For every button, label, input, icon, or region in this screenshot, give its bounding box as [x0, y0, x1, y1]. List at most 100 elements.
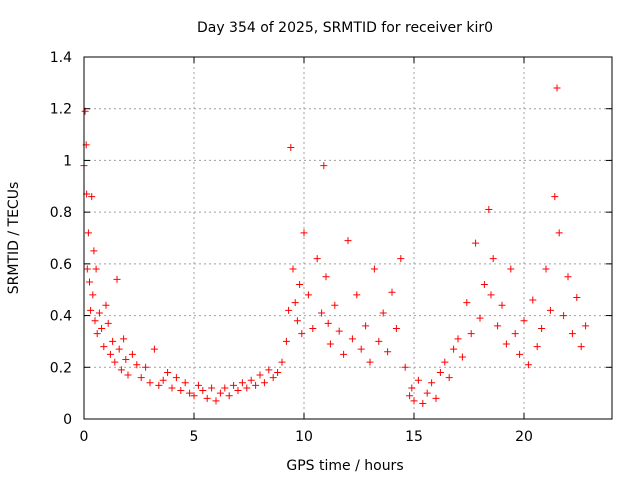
y-axis-label: SRMTID / TECUs	[6, 182, 22, 295]
data-point	[529, 296, 537, 304]
data-point	[238, 379, 246, 387]
data-point	[313, 255, 321, 263]
data-point	[137, 374, 145, 382]
data-point	[269, 374, 277, 382]
data-point	[406, 392, 414, 400]
data-point	[353, 291, 361, 299]
y-tick-label: 1	[63, 153, 72, 169]
data-point	[234, 387, 242, 395]
data-point	[573, 293, 581, 301]
data-point	[98, 325, 106, 332]
data-point	[260, 379, 268, 387]
data-point	[291, 299, 299, 307]
data-point	[494, 322, 502, 330]
data-point	[111, 358, 119, 366]
data-point	[186, 389, 194, 397]
data-point	[331, 301, 339, 309]
data-point	[296, 281, 304, 289]
data-point	[489, 255, 497, 263]
data-point	[199, 387, 207, 395]
data-point	[441, 358, 449, 366]
y-tick-label: 1.2	[50, 102, 72, 118]
data-point	[164, 368, 172, 376]
data-point	[555, 229, 563, 237]
plot-frame	[83, 56, 613, 420]
data-point	[120, 335, 128, 343]
data-point	[487, 291, 495, 299]
data-point	[362, 322, 370, 330]
x-tick-label: 20	[515, 429, 533, 445]
data-point	[524, 361, 532, 369]
data-point	[309, 325, 317, 332]
data-point	[320, 162, 328, 170]
y-tick-label: 0	[63, 412, 72, 428]
data-point	[181, 379, 189, 387]
x-axis-label: GPS time / hours	[286, 458, 403, 474]
data-point	[282, 337, 290, 345]
data-point	[326, 340, 334, 348]
data-point	[265, 366, 273, 374]
data-points	[80, 84, 590, 407]
data-point	[89, 291, 97, 299]
data-point	[502, 340, 510, 348]
data-point	[203, 394, 211, 402]
data-point	[208, 384, 216, 392]
data-point	[216, 389, 224, 397]
data-point	[117, 366, 125, 374]
data-point	[414, 376, 422, 384]
data-point	[408, 384, 416, 392]
data-point	[560, 312, 568, 320]
data-point	[177, 387, 185, 395]
data-point	[84, 229, 92, 237]
data-point	[90, 247, 98, 255]
y-tick-label: 1.4	[50, 50, 72, 66]
data-point	[104, 319, 112, 327]
y-tick-label: 0.4	[50, 309, 72, 325]
data-point	[472, 239, 480, 247]
data-point	[146, 379, 154, 387]
data-point	[285, 306, 293, 314]
data-point	[370, 265, 378, 273]
data-point	[274, 368, 282, 376]
data-point	[379, 309, 387, 317]
data-point	[419, 399, 427, 407]
data-point	[498, 301, 506, 309]
data-point	[225, 392, 233, 400]
data-point	[252, 381, 260, 389]
data-point	[410, 397, 418, 405]
data-point	[340, 350, 348, 358]
data-point	[124, 371, 132, 379]
data-point	[91, 317, 99, 325]
data-point	[87, 306, 95, 314]
data-point	[507, 265, 515, 273]
data-point	[278, 358, 286, 366]
chart-title: Day 354 of 2025, SRMTID for receiver kir…	[197, 20, 493, 36]
data-point	[344, 237, 352, 245]
data-point	[92, 265, 100, 273]
data-point	[423, 389, 431, 397]
data-point	[122, 356, 130, 364]
x-tick-label: 0	[80, 429, 89, 445]
x-tick-label: 10	[295, 429, 313, 445]
axis-ticks: 0 0.2 0.4 0.6 0.8 1 1.2 1.4 0 5 10 15 20	[50, 50, 612, 445]
data-point	[159, 376, 167, 384]
data-point	[348, 335, 356, 343]
data-point	[155, 381, 163, 389]
data-point	[88, 193, 96, 201]
data-point	[168, 384, 176, 392]
data-point	[485, 206, 493, 214]
data-point	[102, 301, 110, 309]
data-point	[128, 350, 136, 358]
data-point	[298, 330, 306, 338]
data-point	[454, 335, 462, 343]
data-point	[476, 314, 484, 322]
data-point	[428, 379, 436, 387]
x-tick-label: 5	[190, 429, 199, 445]
data-point	[392, 325, 400, 332]
y-tick-label: 0.2	[50, 360, 72, 376]
data-point	[564, 273, 572, 281]
data-point	[100, 343, 108, 351]
data-point	[538, 325, 546, 332]
data-point	[516, 350, 524, 358]
grid	[84, 57, 612, 419]
